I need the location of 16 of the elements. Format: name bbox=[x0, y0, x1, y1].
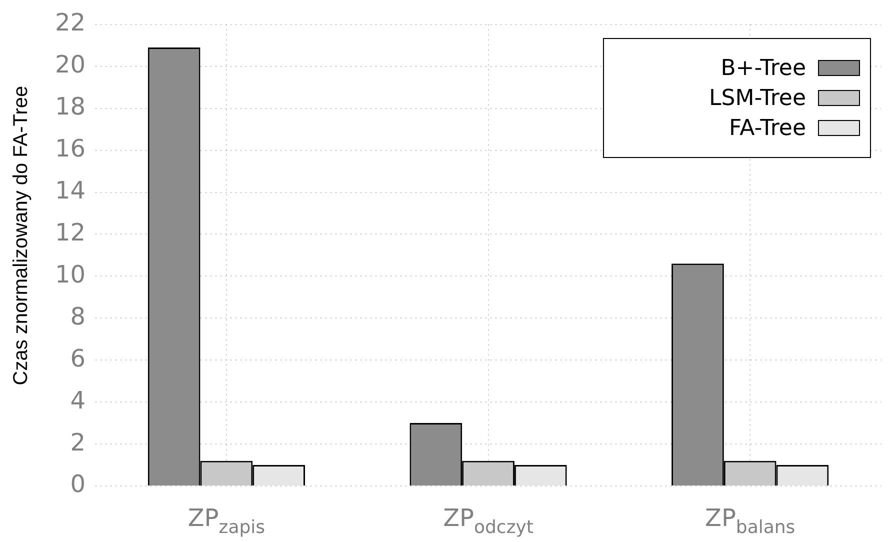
y-tick-label: 18 bbox=[54, 92, 86, 121]
legend-label: B+-Tree bbox=[720, 56, 806, 81]
y-tick-label: 20 bbox=[54, 50, 86, 79]
y-axis-title: Czas znormalizowany do FA-Tree bbox=[10, 85, 34, 385]
y-tick-label: 10 bbox=[54, 260, 86, 288]
y-tick-label: 22 bbox=[54, 8, 86, 37]
y-tick-label: 14 bbox=[54, 176, 86, 204]
y-tick-label: 0 bbox=[70, 470, 86, 498]
y-tick-label: 12 bbox=[54, 218, 86, 246]
legend-label: LSM-Tree bbox=[709, 86, 806, 111]
y-tick-label: 6 bbox=[70, 344, 86, 372]
y-tick-label: 4 bbox=[70, 386, 86, 414]
y-tick-label: 16 bbox=[54, 134, 86, 163]
y-tick-label: 2 bbox=[70, 428, 86, 456]
y-tick-label: 8 bbox=[70, 302, 86, 330]
legend-label: FA-Tree bbox=[729, 116, 806, 141]
